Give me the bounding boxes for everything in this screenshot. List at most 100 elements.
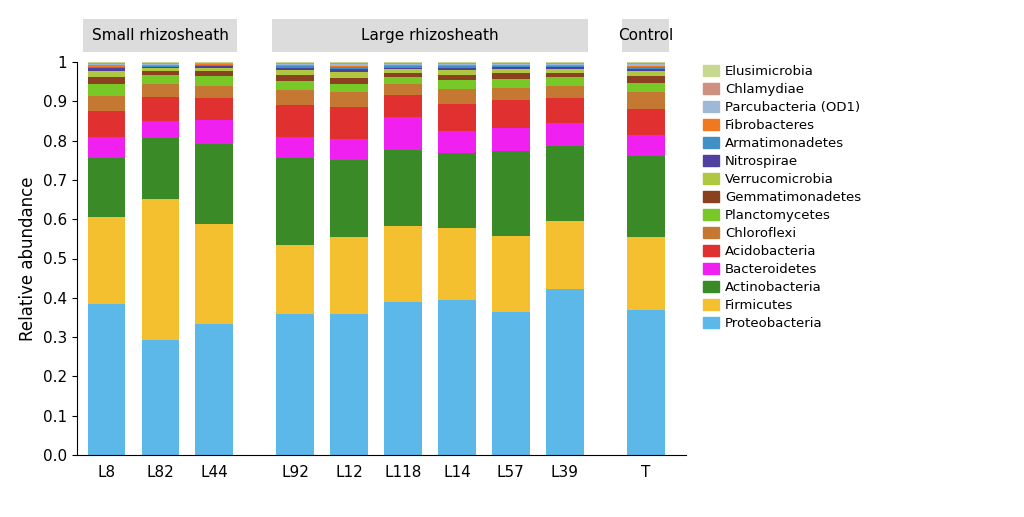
Bar	[627, 69, 665, 71]
Bar	[88, 68, 125, 71]
Bar	[141, 68, 179, 71]
Text: Large rhizosheath: Large rhizosheath	[361, 28, 499, 43]
Bar	[141, 71, 179, 75]
Bar	[276, 66, 314, 68]
Bar	[546, 123, 584, 146]
Bar	[627, 63, 665, 65]
Bar	[276, 105, 314, 136]
Bar	[384, 62, 422, 63]
Bar	[627, 67, 665, 69]
Bar	[627, 65, 665, 66]
Bar	[330, 84, 368, 93]
Bar	[88, 63, 125, 64]
Bar	[438, 64, 476, 65]
Bar	[438, 68, 476, 70]
Bar	[384, 72, 422, 77]
FancyBboxPatch shape	[623, 19, 669, 52]
Bar	[196, 63, 233, 64]
Bar	[141, 340, 179, 455]
Bar	[546, 77, 584, 86]
Bar	[330, 313, 368, 455]
Bar	[384, 68, 422, 69]
Bar	[438, 131, 476, 153]
Bar	[627, 156, 665, 237]
Bar	[492, 312, 529, 455]
Bar	[438, 65, 476, 66]
Bar	[276, 158, 314, 245]
Bar	[141, 75, 179, 84]
Bar	[141, 199, 179, 340]
Bar	[438, 62, 476, 63]
Bar	[276, 65, 314, 66]
Bar	[330, 72, 368, 78]
Bar	[196, 120, 233, 144]
Bar	[384, 69, 422, 72]
Bar	[384, 226, 422, 302]
Bar	[141, 65, 179, 66]
Bar	[438, 63, 476, 64]
Bar	[141, 67, 179, 68]
Bar	[88, 96, 125, 111]
Bar	[330, 139, 368, 160]
Bar	[492, 87, 529, 100]
Bar	[330, 93, 368, 107]
Bar	[88, 62, 125, 63]
Bar	[88, 84, 125, 96]
Bar	[546, 72, 584, 77]
Bar	[276, 68, 314, 70]
Bar	[627, 83, 665, 92]
Bar	[627, 71, 665, 76]
Bar	[438, 81, 476, 89]
Bar	[492, 62, 529, 63]
Bar	[384, 150, 422, 226]
Bar	[384, 117, 422, 150]
Bar	[438, 104, 476, 131]
Bar	[276, 63, 314, 64]
Bar	[141, 120, 179, 138]
Bar	[492, 65, 529, 66]
Bar	[546, 69, 584, 72]
Bar	[438, 89, 476, 104]
Text: Control: Control	[618, 28, 673, 43]
Bar	[196, 76, 233, 86]
Bar	[141, 138, 179, 199]
Bar	[196, 86, 233, 98]
Bar	[196, 62, 233, 63]
Bar	[330, 107, 368, 139]
Bar	[141, 97, 179, 120]
Bar	[276, 136, 314, 158]
Bar	[330, 65, 368, 66]
Bar	[330, 69, 368, 72]
Bar	[88, 67, 125, 68]
Bar	[276, 245, 314, 313]
Bar	[88, 217, 125, 303]
Bar	[627, 66, 665, 67]
Bar	[276, 313, 314, 455]
Bar	[196, 68, 233, 71]
Bar	[196, 71, 233, 76]
Bar	[330, 78, 368, 84]
Bar	[196, 224, 233, 324]
Legend: Elusimicrobia, Chlamydiae, Parcubacteria (OD1), Fibrobacteres, Armatimonadetes, : Elusimicrobia, Chlamydiae, Parcubacteria…	[698, 61, 865, 334]
Bar	[330, 67, 368, 69]
Bar	[438, 70, 476, 74]
Bar	[276, 89, 314, 105]
Bar	[438, 300, 476, 455]
Bar	[88, 136, 125, 158]
Bar	[141, 66, 179, 67]
Bar	[546, 146, 584, 221]
Bar	[196, 324, 233, 455]
Bar	[196, 66, 233, 68]
Bar	[88, 65, 125, 67]
Bar	[438, 74, 476, 81]
Bar	[492, 236, 529, 312]
Bar	[492, 73, 529, 79]
Bar	[330, 160, 368, 237]
Bar	[546, 221, 584, 289]
Bar	[546, 65, 584, 66]
Bar	[546, 64, 584, 65]
Bar	[88, 303, 125, 455]
Bar	[492, 66, 529, 67]
Bar	[438, 153, 476, 227]
Bar	[384, 65, 422, 66]
